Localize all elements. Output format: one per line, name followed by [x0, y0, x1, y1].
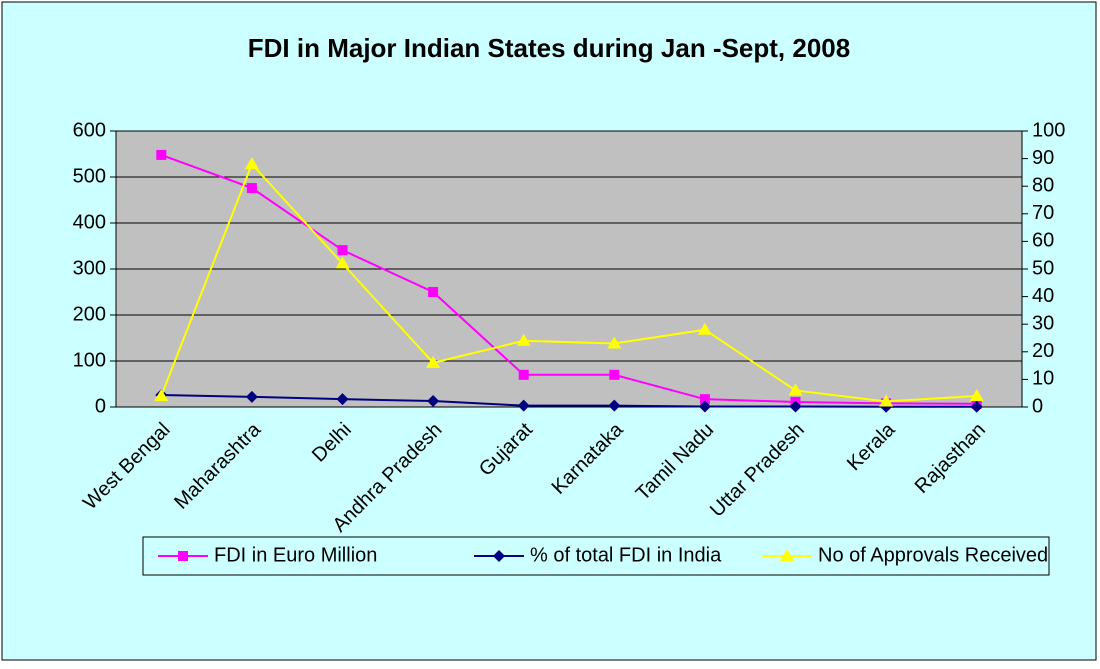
marker — [427, 395, 440, 408]
marker — [154, 388, 169, 401]
marker — [608, 399, 621, 412]
marker — [970, 400, 983, 413]
marker — [788, 383, 803, 396]
marker — [699, 394, 710, 405]
marker — [609, 369, 620, 380]
legend-marker — [178, 551, 188, 561]
y-tick-label: 400 — [73, 211, 106, 233]
y-tick-label: 500 — [73, 165, 106, 187]
series-line — [160, 153, 977, 405]
y2-tick-label: 50 — [1032, 257, 1054, 279]
y2-tick-label: 90 — [1032, 147, 1054, 169]
legend-label: FDI in Euro Million — [214, 544, 377, 566]
y2-tick-label: 10 — [1032, 368, 1054, 390]
y2-tick-label: 40 — [1032, 285, 1054, 307]
legend — [142, 536, 1050, 576]
marker — [518, 369, 529, 380]
marker — [698, 400, 711, 413]
legend-marker — [780, 549, 794, 561]
legend-marker — [493, 550, 505, 562]
legend-label: % of total FDI in India — [530, 544, 722, 566]
marker — [245, 390, 258, 403]
legend-label: No of Approvals Received — [818, 544, 1048, 566]
y2-tick-label: 60 — [1032, 230, 1054, 252]
series-line — [161, 394, 977, 408]
marker — [336, 393, 349, 406]
y2-tick-label: 30 — [1032, 312, 1054, 334]
y2-tick-label: 100 — [1032, 119, 1065, 141]
chart-title: FDI in Major Indian States during Jan -S… — [248, 33, 850, 63]
y-tick-label: 600 — [73, 119, 106, 141]
marker — [246, 183, 257, 194]
marker — [156, 149, 167, 160]
marker — [789, 400, 802, 413]
marker — [428, 287, 439, 297]
marker — [244, 157, 259, 170]
y-tick-label: 100 — [73, 349, 106, 371]
y-tick-label: 200 — [73, 303, 106, 325]
y2-tick-label: 70 — [1032, 202, 1054, 224]
marker — [517, 399, 530, 412]
marker — [335, 256, 350, 269]
y2-tick-label: 0 — [1032, 395, 1043, 417]
marker — [697, 322, 712, 335]
marker — [969, 388, 984, 401]
y-tick-label: 300 — [73, 257, 106, 279]
marker — [337, 245, 348, 256]
series-line — [160, 162, 977, 403]
y-tick-label: 0 — [95, 395, 106, 417]
y2-tick-label: 20 — [1032, 340, 1054, 362]
marker — [426, 355, 441, 368]
marker — [516, 333, 531, 346]
marker — [607, 336, 622, 349]
marker — [879, 394, 894, 407]
y2-tick-label: 80 — [1032, 174, 1054, 196]
